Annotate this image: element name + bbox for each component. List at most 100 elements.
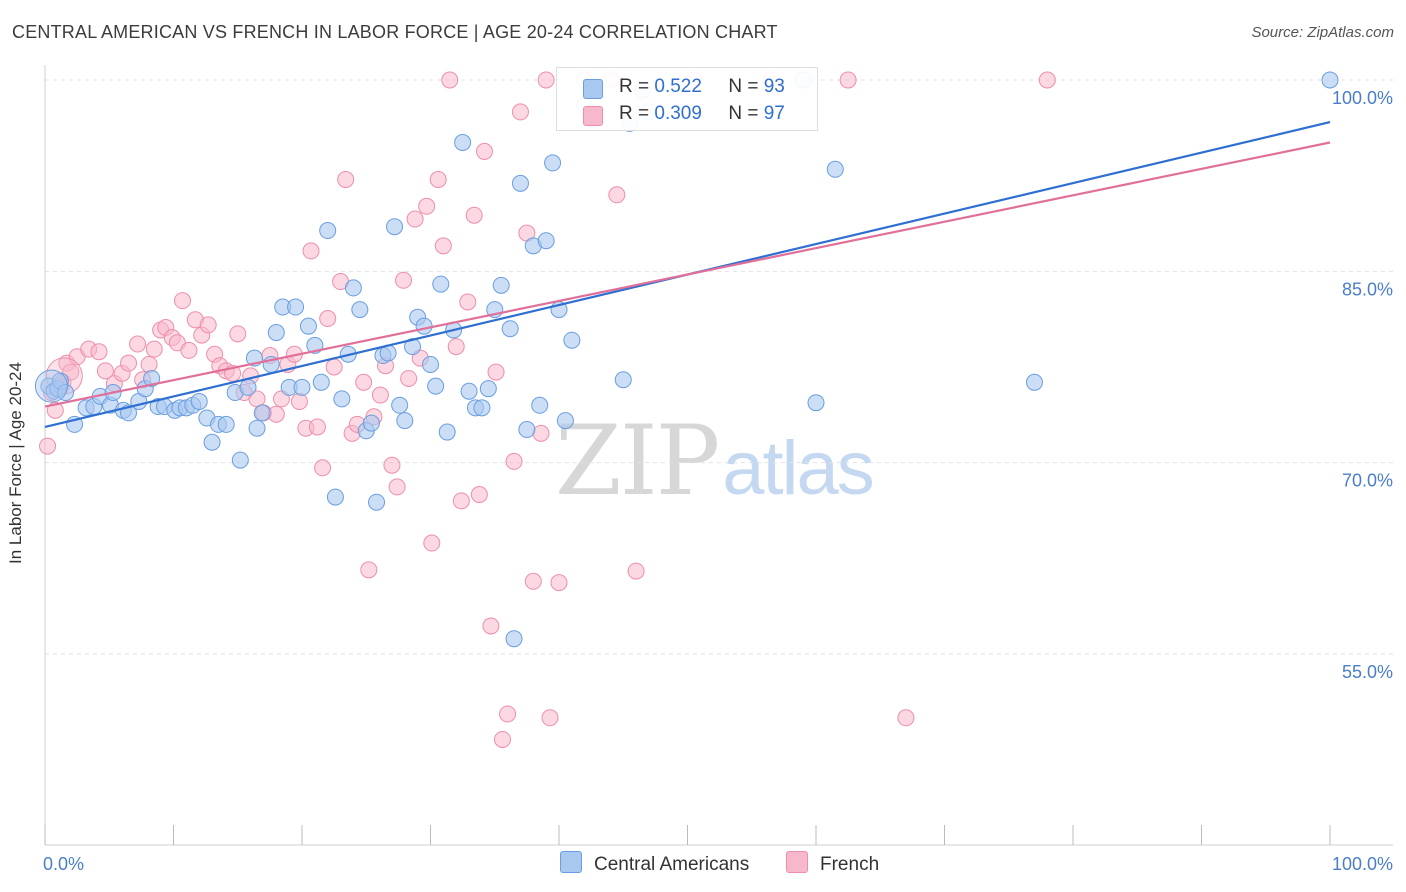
y-tick-label: 55.0% <box>1342 662 1393 682</box>
legend-n-label: N = <box>728 103 759 124</box>
french-point <box>388 478 406 496</box>
french-point <box>325 358 343 376</box>
legend-r-label: R = <box>619 76 650 97</box>
french-point <box>532 424 550 442</box>
central-americans-point <box>563 331 581 349</box>
central-americans-point <box>217 415 235 433</box>
central-americans-point <box>427 377 445 395</box>
central-americans-point <box>248 419 266 437</box>
bottom-legend-label-pink: French <box>820 854 880 875</box>
central-americans-point <box>614 371 632 389</box>
central-americans-point <box>505 630 523 648</box>
french-point <box>418 197 436 215</box>
y-axis-title-wrap: In Labor Force | Age 20-24 <box>6 362 26 578</box>
central-americans-point <box>473 399 491 417</box>
french-point <box>423 534 441 552</box>
french-point <box>267 405 285 423</box>
central-americans-point <box>460 382 478 400</box>
legend-n-value: 97 <box>763 103 785 124</box>
bottom-legend-swatch-blue <box>560 851 582 873</box>
french-point <box>308 418 326 436</box>
french-point <box>839 71 857 89</box>
central-americans-points <box>34 71 1339 648</box>
french-point <box>129 335 147 353</box>
french-point <box>627 562 645 580</box>
french-point <box>524 572 542 590</box>
central-americans-point <box>190 392 208 410</box>
central-americans-point <box>438 423 456 441</box>
french-point <box>90 343 108 361</box>
legend-text-pink: R = 0.309 N = 97 <box>619 103 785 125</box>
french-point <box>120 354 138 372</box>
legend-text-blue: R = 0.522 N = 93 <box>619 76 785 98</box>
central-americans-point <box>807 394 825 412</box>
central-americans-point <box>253 404 271 422</box>
french-point <box>505 452 523 470</box>
central-americans-point <box>531 396 549 414</box>
french-point <box>470 486 488 504</box>
french-point <box>145 340 163 358</box>
central-americans-point <box>143 369 161 387</box>
bottom-legend-swatch-pink <box>786 851 808 873</box>
legend-n-label: N = <box>728 76 759 97</box>
central-americans-point <box>537 232 555 250</box>
legend-n-value: 93 <box>763 76 785 97</box>
central-americans-point <box>312 373 330 391</box>
central-americans-point <box>511 174 529 192</box>
central-americans-point <box>826 160 844 178</box>
central-americans-point <box>326 488 344 506</box>
french-point <box>511 103 529 121</box>
central-americans-point <box>518 421 536 439</box>
french-point <box>459 293 477 311</box>
french-point <box>475 142 493 160</box>
x-tick-label: 100.0% <box>1332 854 1393 874</box>
french-point <box>355 373 373 391</box>
watermark-atlas: atlas <box>722 426 875 511</box>
french-point <box>465 206 483 224</box>
french-point <box>406 210 424 228</box>
central-americans-point <box>293 378 311 396</box>
french-point <box>302 242 320 260</box>
legend-swatch-pink <box>583 106 603 126</box>
central-americans-point <box>479 380 497 398</box>
watermark-zip: ZIP <box>555 405 720 517</box>
french-point <box>550 574 568 592</box>
french-point <box>337 170 355 188</box>
source-label: Source: ZipAtlas.com <box>1251 24 1394 41</box>
central-americans-point <box>368 493 386 511</box>
french-point <box>371 386 389 404</box>
french-point <box>314 459 332 477</box>
french-point <box>180 341 198 359</box>
bottom-legend-label-blue: Central Americans <box>594 854 750 875</box>
trend-lines <box>44 121 1331 429</box>
central-americans-point <box>391 396 409 414</box>
central-americans-point <box>34 369 68 403</box>
french-trend-line <box>44 141 1331 408</box>
french-point <box>434 237 452 255</box>
central-americans-point <box>333 390 351 408</box>
central-americans-point <box>556 412 574 430</box>
french-point <box>360 561 378 579</box>
french-point <box>608 186 626 204</box>
french-point <box>493 730 511 748</box>
french-point <box>96 362 114 380</box>
french-point <box>395 271 413 289</box>
central-americans-point <box>231 451 249 469</box>
french-point <box>400 369 418 387</box>
french-point <box>441 71 459 89</box>
legend-r-value: 0.522 <box>654 76 702 97</box>
bottom-legend-french: French <box>786 851 879 876</box>
french-point <box>429 170 447 188</box>
central-americans-point <box>404 338 422 356</box>
french-point <box>499 705 517 723</box>
x-tick-label: 0.0% <box>43 854 84 874</box>
french-point <box>541 709 559 727</box>
legend-r-label: R = <box>619 103 650 124</box>
central-americans-point <box>415 317 433 335</box>
central-americans-point <box>454 134 472 152</box>
grid <box>45 79 1393 655</box>
central-americans-point <box>319 222 337 240</box>
legend-r-value: 0.309 <box>654 103 702 124</box>
french-point <box>452 492 470 510</box>
